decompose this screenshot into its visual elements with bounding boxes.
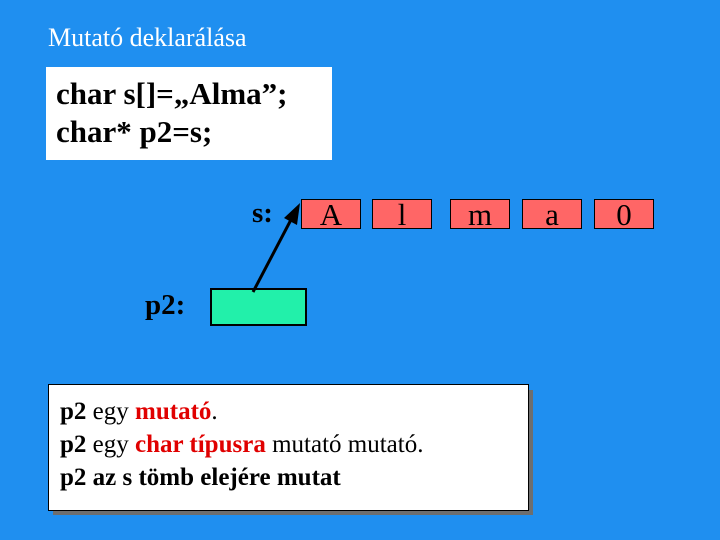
array-label: s: xyxy=(252,197,273,229)
info-line-3: p2 az s tömb elejére mutat xyxy=(60,464,341,491)
array-cell-4: 0 xyxy=(594,199,654,230)
info-line-1-highlight: mutató xyxy=(135,398,212,425)
pointer-box xyxy=(210,288,307,326)
info-line-2-end: mutató mutató. xyxy=(265,431,424,458)
array-cell-3: a xyxy=(522,199,582,230)
info-line-1: p2 egy mutató. xyxy=(60,395,528,428)
info-line-2-highlight: char típusra xyxy=(135,431,266,458)
code-line-array-decl: char s[]=„Alma”; xyxy=(56,76,288,111)
slide-title: Mutató deklarálása xyxy=(48,23,247,52)
pointer-label: p2: xyxy=(145,289,186,321)
info-line-1-end: . xyxy=(211,398,218,425)
info-line-2: p2 egy char típusra mutató mutató. xyxy=(60,428,528,461)
pointer-arrow-head xyxy=(284,203,300,225)
code-line-pointer-decl: char* p2=s; xyxy=(56,114,213,149)
info-line-2-subject: p2 xyxy=(60,431,87,458)
info-line-1-verb: egy xyxy=(86,398,136,425)
array-cell-2: m xyxy=(450,199,510,230)
info-line-1-subject: p2 xyxy=(60,398,87,425)
array-cell-0: A xyxy=(301,199,361,230)
array-cell-1: l xyxy=(372,199,432,230)
info-box: p2 egy mutató. p2 egy char típusra mutat… xyxy=(48,384,529,511)
code-box: char s[]=„Alma”; char* p2=s; xyxy=(46,67,332,160)
info-line-2-verb: egy xyxy=(86,431,136,458)
